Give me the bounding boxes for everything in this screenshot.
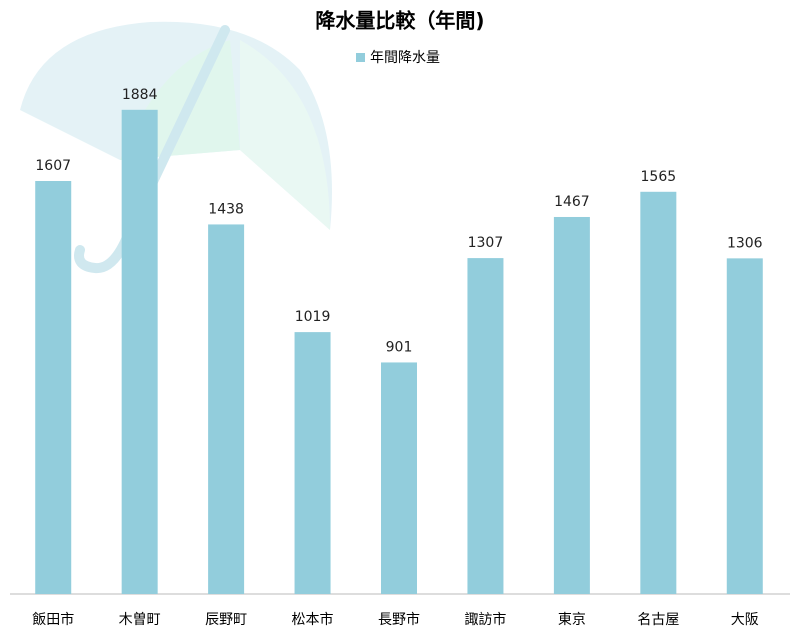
x-tick-label: 東京 [558, 612, 586, 628]
bar [294, 332, 331, 594]
bar [640, 191, 677, 595]
value-label: 1565 [641, 169, 677, 185]
bar [208, 224, 245, 594]
value-label: 1307 [468, 235, 504, 251]
value-label: 901 [386, 339, 413, 355]
x-tick-label: 飯田市 [32, 611, 74, 628]
bar [467, 258, 504, 594]
value-label: 1019 [295, 309, 331, 325]
legend-swatch [356, 53, 365, 62]
bar [121, 109, 158, 594]
x-tick-label: 辰野町 [205, 612, 247, 628]
x-tick-label: 大阪 [731, 612, 759, 628]
x-tick-label: 諏訪市 [464, 611, 506, 628]
bar [726, 258, 763, 594]
legend-label: 年間降水量 [370, 50, 440, 66]
bar [35, 181, 72, 594]
x-tick-label: 木曽町 [119, 612, 161, 628]
x-tick-label: 名古屋 [637, 612, 679, 628]
value-label: 1306 [727, 235, 763, 251]
umbrella-panel [240, 40, 330, 230]
chart-title: 降水量比較（年間) [315, 9, 484, 33]
x-tick-label: 長野市 [378, 611, 420, 628]
value-label: 1884 [122, 87, 158, 103]
bar [553, 216, 590, 594]
bar [381, 362, 417, 594]
x-tick-label: 松本市 [292, 611, 334, 628]
value-label: 1467 [554, 194, 590, 210]
umbrella-decoration [20, 21, 332, 274]
value-label: 1438 [208, 201, 244, 217]
value-label: 1607 [35, 158, 71, 174]
